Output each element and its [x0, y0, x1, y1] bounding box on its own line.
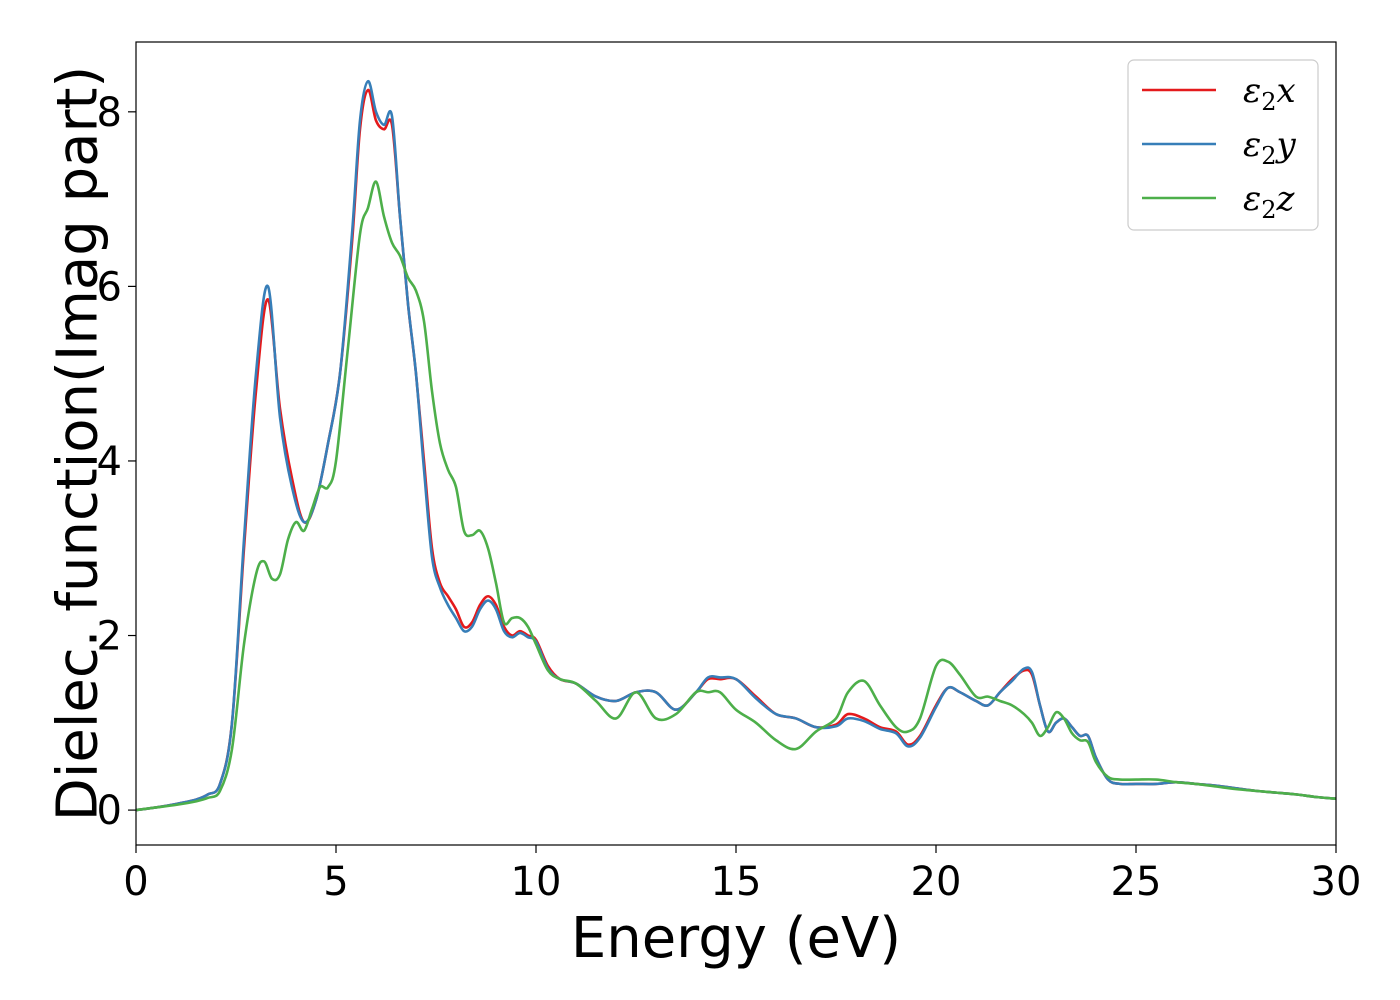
x-tick-label: 30	[1311, 859, 1362, 905]
y-axis-label: Dielec. function(Imag part)	[46, 66, 111, 822]
legend: ε2x ε2y ε2z	[1127, 59, 1319, 231]
x-tick-label: 15	[711, 859, 762, 905]
x-tick-label: 0	[123, 859, 148, 905]
series-line-z	[136, 180, 1336, 812]
y-tick-label: 6	[97, 264, 122, 310]
y-tick-label: 0	[97, 788, 122, 834]
series-line-y	[136, 79, 1336, 812]
x-tick-label: 20	[911, 859, 962, 905]
x-tick-label: 25	[1111, 859, 1162, 905]
series-layer	[136, 79, 1336, 812]
x-tick-label: 5	[323, 859, 348, 905]
legend-box	[1127, 59, 1319, 231]
ticks-layer: 0 5 10 15 20 25 30 0 2 4 6 8	[97, 90, 1362, 905]
y-tick-label: 2	[97, 614, 122, 660]
y-tick-label: 8	[97, 90, 122, 136]
y-tick-label: 4	[97, 439, 122, 485]
x-tick-label: 10	[511, 859, 562, 905]
legend-label-x: ε2x	[1243, 71, 1296, 116]
legend-label-z: ε2z	[1243, 179, 1296, 224]
legend-label-y: ε2y	[1243, 125, 1297, 170]
x-axis-label: Energy (eV)	[571, 906, 901, 971]
